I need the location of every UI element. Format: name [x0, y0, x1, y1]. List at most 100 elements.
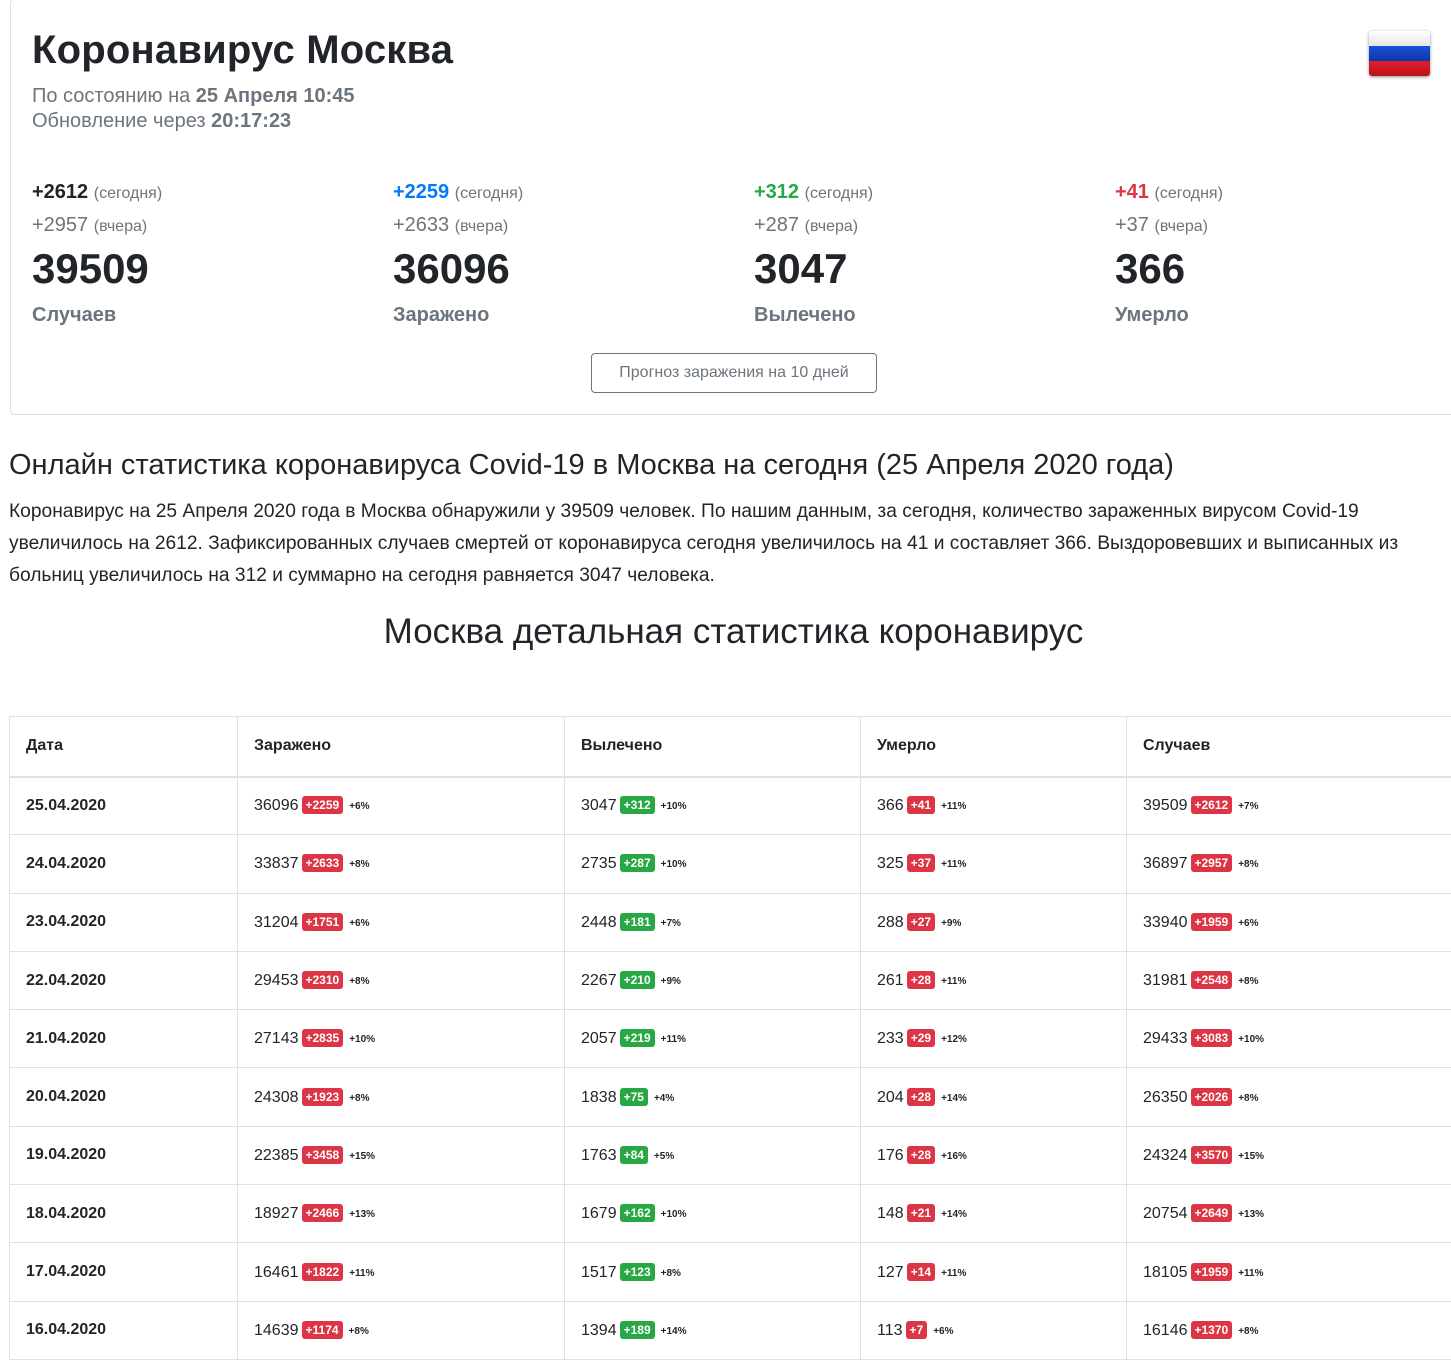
recovered-percent: +14%: [660, 1325, 687, 1337]
deaths-percent: +14%: [941, 1209, 967, 1221]
recovered-value: 1679: [581, 1205, 617, 1223]
cell-date: 21.04.2020: [9, 1009, 238, 1069]
cell-infected: 14639 +1174 +8%: [237, 1300, 565, 1360]
infected-value: 29453: [254, 972, 299, 990]
cases-delta-badge: +2026: [1190, 1087, 1233, 1106]
cases-percent: +11%: [1238, 1267, 1264, 1279]
russia-flag-icon[interactable]: [1369, 31, 1430, 76]
recovered-value: 2735: [581, 855, 617, 873]
status-prefix: По состоянию на: [32, 85, 191, 107]
stat-yesterday-value: +2957: [32, 214, 89, 236]
col-header-infected[interactable]: Заражено: [237, 716, 565, 778]
col-header-date[interactable]: Дата: [9, 716, 238, 778]
deaths-delta-badge: +41: [906, 796, 936, 815]
infected-value: 18927: [254, 1205, 299, 1223]
table-row: 20.04.2020 24308 +1923 +8% 1838 +75 +4% 204 +28 +…: [9, 1067, 1451, 1127]
cases-delta-badge: +2957: [1190, 854, 1233, 873]
cell-deaths: 113 +7 +6%: [860, 1300, 1127, 1360]
recovered-delta-badge: +287: [619, 854, 655, 873]
deaths-value: 176: [877, 1146, 904, 1164]
infected-delta-badge: +2466: [301, 1204, 344, 1223]
deaths-percent: +12%: [941, 1034, 967, 1046]
cell-cases: 20754 +2649 +13%: [1126, 1184, 1451, 1244]
infected-value: 27143: [254, 1030, 299, 1048]
cases-delta-badge: +1959: [1190, 1262, 1233, 1281]
cases-delta-badge: +2548: [1190, 971, 1233, 990]
recovered-delta-badge: +75: [619, 1087, 648, 1106]
cell-infected: 22385 +3458 +15%: [237, 1125, 565, 1186]
deaths-value: 204: [877, 1088, 904, 1106]
cell-cases: 36897 +2957 +8%: [1126, 834, 1451, 894]
cell-deaths: 127 +14 +11%: [860, 1242, 1127, 1302]
cases-value: 29433: [1143, 1030, 1188, 1048]
infected-percent: +8%: [349, 859, 370, 871]
stats-table: Дата Заражено Вылечено Умерло Случаев 25…: [9, 716, 1451, 1360]
col-header-recovered[interactable]: Вылечено: [564, 716, 861, 778]
intro-paragraph: Коронавирус на 25 Апреля 2020 года в Мос…: [9, 501, 1399, 586]
cases-delta-badge: +3570: [1190, 1145, 1233, 1164]
stats-table-wrapper: Дата Заражено Вылечено Умерло Случаев 25…: [9, 716, 1451, 1363]
stat-total: 36096: [393, 245, 510, 292]
recovered-delta-badge: +181: [619, 912, 655, 931]
infected-percent: +11%: [349, 1267, 375, 1279]
col-header-cases[interactable]: Случаев: [1126, 716, 1451, 778]
cases-percent: +8%: [1238, 1092, 1259, 1104]
stat-yesterday: +2633 (вчера): [393, 211, 733, 241]
cases-percent: +8%: [1238, 1325, 1259, 1337]
stat-today: +312 (сегодня): [754, 178, 1094, 208]
cell-deaths: 325 +37 +11%: [860, 834, 1127, 894]
stat-block: +312 (сегодня) +287 (вчера) 3047 Вылечено: [754, 178, 1094, 327]
deaths-delta-badge: +14: [906, 1262, 936, 1281]
cases-percent: +13%: [1238, 1209, 1265, 1221]
cases-percent: +10%: [1238, 1034, 1265, 1046]
cell-cases: 24324 +3570 +15%: [1126, 1125, 1451, 1186]
cell-infected: 31204 +1751 +6%: [237, 892, 565, 952]
stat-total: 3047: [754, 245, 848, 292]
cell-infected: 27143 +2835 +10%: [237, 1009, 565, 1069]
infected-delta-badge: +1822: [301, 1262, 344, 1281]
cell-recovered: 2267 +210 +9%: [564, 950, 861, 1011]
infected-delta-badge: +2633: [301, 854, 344, 873]
deaths-percent: +16%: [941, 1150, 967, 1162]
stat-today-label: (сегодня): [454, 185, 524, 202]
cell-cases: 39509 +2612 +7%: [1126, 775, 1451, 836]
cases-delta-badge: +1370: [1190, 1320, 1233, 1339]
infected-value: 16461: [254, 1263, 299, 1281]
cell-cases: 26350 +2026 +8%: [1126, 1067, 1451, 1127]
table-row: 23.04.2020 31204 +1751 +6% 2448 +181 +7% 288 +27…: [9, 892, 1451, 952]
table-row: 25.04.2020 36096 +2259 +6% 3047 +312 +10% 366 +4…: [9, 775, 1451, 836]
cases-value: 33940: [1143, 913, 1188, 931]
forecast-button[interactable]: Прогноз заражения на 10 дней: [591, 353, 877, 393]
detail-stats-heading: Москва детальная статистика коронавирус: [383, 612, 1084, 651]
cell-date: 20.04.2020: [9, 1067, 238, 1127]
cases-percent: +15%: [1238, 1150, 1265, 1162]
page-title: Коронавирус Москва: [32, 28, 454, 72]
recovered-value: 1394: [581, 1321, 617, 1339]
infected-delta-badge: +2835: [301, 1029, 344, 1048]
cell-recovered: 1394 +189 +14%: [564, 1300, 861, 1360]
cell-date: 23.04.2020: [9, 892, 238, 952]
deaths-value: 366: [877, 797, 904, 815]
cell-deaths: 288 +27 +9%: [860, 892, 1127, 952]
deaths-value: 148: [877, 1205, 904, 1223]
deaths-percent: +11%: [941, 859, 967, 871]
stat-block: +41 (сегодня) +37 (вчера) 366 Умерло: [1115, 178, 1451, 327]
cell-cases: 16146 +1370 +8%: [1126, 1300, 1451, 1360]
recovered-percent: +5%: [653, 1150, 675, 1162]
col-header-deaths[interactable]: Умерло: [860, 716, 1127, 778]
deaths-value: 288: [877, 913, 904, 931]
deaths-delta-badge: +28: [906, 971, 936, 990]
cell-recovered: 1517 +123 +8%: [564, 1242, 861, 1302]
recovered-delta-badge: +162: [619, 1204, 655, 1223]
stat-label: Заражено: [393, 304, 490, 326]
cases-value: 31981: [1143, 972, 1188, 990]
infected-value: 36096: [254, 797, 299, 815]
recovered-percent: +10%: [660, 1209, 687, 1221]
cases-percent: +7%: [1238, 801, 1259, 813]
infected-percent: +8%: [348, 1325, 369, 1337]
table-row: 16.04.2020 14639 +1174 +8% 1394 +189 +14% 113 +7…: [9, 1300, 1451, 1360]
cell-infected: 16461 +1822 +11%: [237, 1242, 565, 1302]
update-prefix: Обновление через: [32, 110, 206, 132]
deaths-percent: +9%: [941, 917, 962, 929]
recovered-value: 1517: [581, 1263, 617, 1281]
